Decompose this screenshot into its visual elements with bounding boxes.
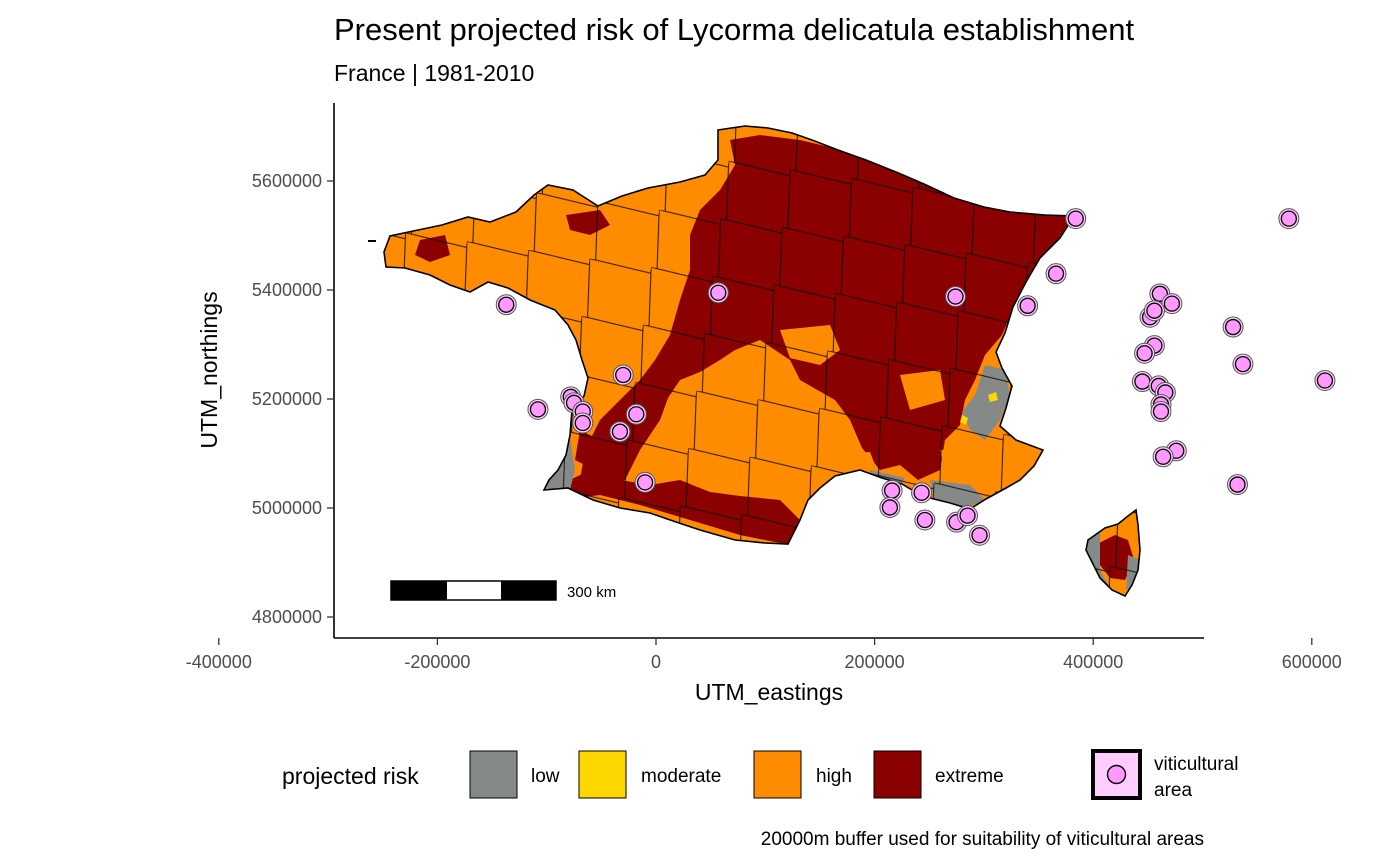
viticultural-area-point (1163, 295, 1181, 312)
legend-label-moderate: moderate (641, 766, 721, 787)
legend-label-viticultural-line2: area (1154, 780, 1192, 801)
legend-title: projected risk (282, 763, 419, 789)
scale-bar-segment-3 (501, 581, 556, 600)
viticultural-areas (495, 208, 1336, 546)
department-boundaries (384, 126, 1140, 596)
y-axis-title: UTM_northings (196, 291, 222, 448)
viticultural-area-point (881, 499, 899, 516)
viticultural-area-point (636, 474, 654, 491)
x-axis-title: UTM_eastings (695, 679, 843, 705)
map-title: Present projected risk of Lycorma delica… (334, 12, 1134, 47)
viticultural-area-point (947, 288, 964, 305)
legend-swatch-moderate (578, 750, 627, 799)
y-tick-label: 5200000 (252, 389, 322, 409)
caption: 20000m buffer used for suitability of vi… (761, 829, 1204, 850)
viticultural-area-point (1019, 297, 1036, 314)
viticultural-area-point (574, 414, 591, 432)
legend-swatch-extreme (873, 750, 922, 799)
x-tick-label: -200000 (404, 652, 470, 672)
x-tick-label: 200000 (845, 652, 905, 672)
viticultural-area-point (1146, 302, 1163, 319)
viticultural-area-point (611, 423, 629, 440)
y-tick-label: 5400000 (252, 280, 322, 300)
viticultural-area-point (1134, 373, 1151, 390)
y-tick-label: 5000000 (252, 498, 322, 518)
viticultural-area-point (959, 507, 976, 524)
viticultural-area-point (615, 366, 632, 384)
viticultural-area-point (1136, 345, 1153, 362)
viticultural-area-point (1229, 476, 1246, 493)
legend-label-viticultural-line1: viticultural (1154, 754, 1238, 775)
y-tick-label: 4800000 (252, 607, 322, 627)
viticultural-area-point (710, 284, 727, 301)
france-risk-map (368, 125, 1141, 598)
x-tick-label: 0 (651, 652, 661, 672)
viticultural-area-point (1067, 210, 1084, 227)
viticultural-area-point (498, 296, 515, 313)
viticultural-area-point (1047, 265, 1065, 282)
corsica-outline (1085, 508, 1141, 598)
map-subtitle: France | 1981-2010 (334, 60, 534, 86)
x-tick-label: 400000 (1063, 652, 1123, 672)
viticultural-area-point (529, 401, 547, 418)
risk-raster (384, 126, 1140, 596)
legend-label-high: high (816, 766, 852, 787)
x-tick-label: 600000 (1282, 652, 1342, 672)
legend-viticultural-point (1106, 764, 1127, 785)
legend: projected risk low moderate high extreme… (282, 749, 1238, 801)
x-axis-ticks: -400000-20000002000004000006000008000001… (186, 638, 1342, 672)
scale-bar: 300 km (390, 580, 616, 601)
viticultural-area-point (1234, 355, 1252, 373)
viticultural-area-point (916, 511, 934, 529)
scale-bar-segment-1 (391, 581, 447, 600)
y-tick-label: 5600000 (252, 171, 322, 191)
legend-label-low: low (531, 766, 560, 787)
legend-label-extreme: extreme (935, 766, 1004, 787)
viticultural-area-point (1316, 372, 1334, 389)
y-axis-ticks: 5600000 5400000 5200000 5000000 4800000 (252, 171, 334, 627)
axes: -400000-20000002000004000006000008000001… (186, 103, 1342, 705)
viticultural-area-point (628, 406, 645, 423)
viticultural-area-point (1152, 403, 1170, 420)
viticultural-area-point (1224, 318, 1242, 336)
scale-bar-label: 300 km (567, 584, 616, 601)
france-outline (383, 125, 1076, 545)
viticultural-area-point (913, 484, 930, 501)
legend-swatch-low (469, 750, 518, 799)
viticultural-area-point (883, 482, 901, 499)
x-tick-label: -400000 (186, 652, 252, 672)
viticultural-area-point (1280, 210, 1297, 227)
legend-swatch-high (753, 750, 802, 799)
viticultural-area-point (1155, 448, 1172, 465)
viticultural-area-point (971, 527, 988, 544)
